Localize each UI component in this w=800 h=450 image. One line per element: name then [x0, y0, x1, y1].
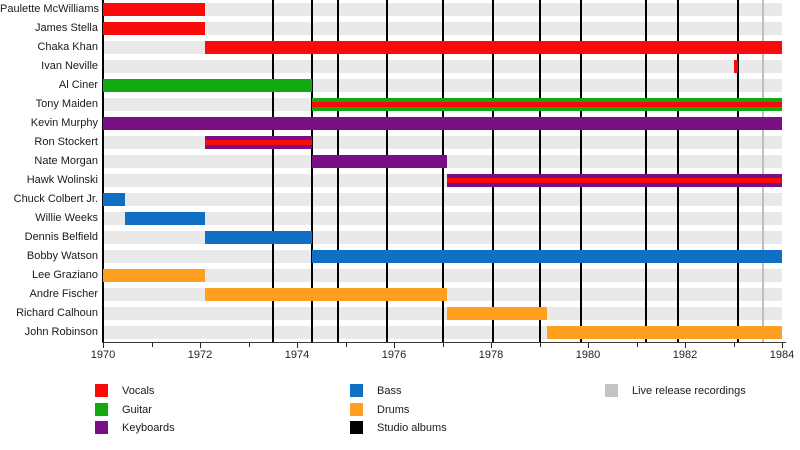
- member-bar: [546, 326, 782, 339]
- axis-year-label: 1970: [90, 349, 116, 361]
- member-bar: [204, 136, 312, 149]
- axis-year-label: 1978: [478, 349, 504, 361]
- axis-tick: [151, 343, 153, 347]
- member-label: Tony Maiden: [35, 98, 98, 110]
- member-label: Ron Stockert: [34, 136, 98, 148]
- member-bar: [311, 250, 782, 263]
- studio-album-line: [676, 0, 679, 342]
- member-label: Dennis Belfield: [24, 231, 98, 243]
- legend-swatch-guitar: [95, 402, 108, 416]
- plot-area: [103, 0, 782, 342]
- axis-tick: [588, 343, 589, 348]
- axis-tick: [394, 343, 395, 348]
- member-label: Willie Weeks: [35, 212, 98, 224]
- member-bar: [447, 307, 547, 320]
- member-labels-column: Paulette McWilliams James Stella Chaka Kha…: [0, 0, 100, 342]
- member-bar-second-role-stripe: [204, 140, 312, 145]
- axis-tick: [539, 343, 541, 347]
- member-bar: [103, 3, 205, 16]
- studio-album-line: [645, 0, 648, 342]
- member-bar: [311, 155, 448, 168]
- member-label: Hawk Wolinski: [26, 174, 98, 186]
- member-label: Chuck Colbert Jr.: [13, 193, 98, 205]
- studio-album-line: [492, 0, 495, 342]
- studio-album-line: [310, 0, 313, 342]
- member-label: Andre Fischer: [29, 288, 98, 300]
- member-label: James Stella: [35, 22, 98, 34]
- axis-tick: [685, 343, 686, 348]
- member-bar-second-role-stripe: [447, 178, 782, 183]
- legend-swatch-vocals: [95, 384, 108, 397]
- axis-year-label: 1980: [575, 349, 601, 361]
- legend-label: Studio albums: [377, 422, 447, 434]
- studio-album-line: [441, 0, 444, 342]
- axis-tick: [103, 343, 104, 348]
- member-label: Bobby Watson: [26, 250, 98, 262]
- x-axis-line: [102, 342, 786, 343]
- axis-year-label: 1984: [769, 349, 795, 361]
- member-bar: [103, 22, 205, 35]
- axis-year-label: 1982: [672, 349, 698, 361]
- member-label: Kevin Murphy: [30, 117, 98, 129]
- axis-tick: [200, 343, 201, 348]
- axis-tick: [491, 343, 492, 348]
- legend: Vocals Guitar Keyboards Bass Drums Studio alb…: [0, 378, 800, 438]
- studio-album-line: [538, 0, 541, 342]
- axis-tick: [442, 343, 444, 347]
- member-bar: [204, 288, 448, 301]
- member-label: Richard Calhoun: [16, 307, 98, 319]
- member-bar: [103, 117, 782, 130]
- member-bar: [124, 212, 205, 225]
- member-label: Chaka Khan: [37, 41, 98, 53]
- legend-label: Bass: [377, 385, 402, 397]
- member-bar: [733, 60, 739, 73]
- member-label: Ivan Neville: [41, 60, 98, 72]
- member-label: Paulette McWilliams: [0, 3, 100, 15]
- member-bar: [103, 269, 205, 282]
- studio-album-line: [271, 0, 274, 342]
- legend-swatch-drums: [350, 402, 363, 416]
- legend-label: Drums: [377, 403, 410, 416]
- member-bar: [311, 98, 782, 111]
- studio-album-line: [385, 0, 388, 342]
- member-bar: [204, 231, 312, 244]
- axis-year-label: 1972: [187, 349, 213, 361]
- studio-album-line: [737, 0, 740, 342]
- axis-year-label: 1974: [284, 349, 310, 361]
- axis-tick: [345, 343, 347, 347]
- axis-tick: [248, 343, 250, 347]
- axis-tick: [733, 343, 735, 347]
- member-bar: [447, 174, 782, 187]
- member-bar: [204, 41, 782, 54]
- legend-label: Vocals: [122, 385, 155, 397]
- member-bar-second-role-stripe: [311, 102, 782, 107]
- legend-swatch-keyboards: [95, 421, 108, 434]
- legend-swatch-studio_albums: [350, 421, 363, 434]
- member-bar: [103, 79, 312, 92]
- member-label: Al Ciner: [58, 79, 98, 91]
- plot-left-border: [102, 0, 104, 342]
- legend-swatch-bass: [350, 384, 363, 397]
- member-label: Nate Morgan: [34, 155, 98, 167]
- legend-label: Keyboards: [122, 422, 175, 434]
- axis-tick: [297, 343, 298, 348]
- live-release-line: [761, 0, 764, 342]
- legend-label: Guitar: [122, 403, 152, 416]
- member-label: John Robinson: [24, 326, 98, 338]
- studio-album-line: [579, 0, 582, 342]
- studio-album-line: [337, 0, 340, 342]
- axis-year-label: 1976: [381, 349, 407, 361]
- member-bar: [103, 193, 125, 206]
- axis-tick: [782, 343, 783, 348]
- axis-tick: [636, 343, 638, 347]
- member-label: Lee Graziano: [31, 269, 98, 281]
- legend-label: Live release recordings: [632, 385, 746, 397]
- legend-swatch-live_release: [605, 384, 618, 397]
